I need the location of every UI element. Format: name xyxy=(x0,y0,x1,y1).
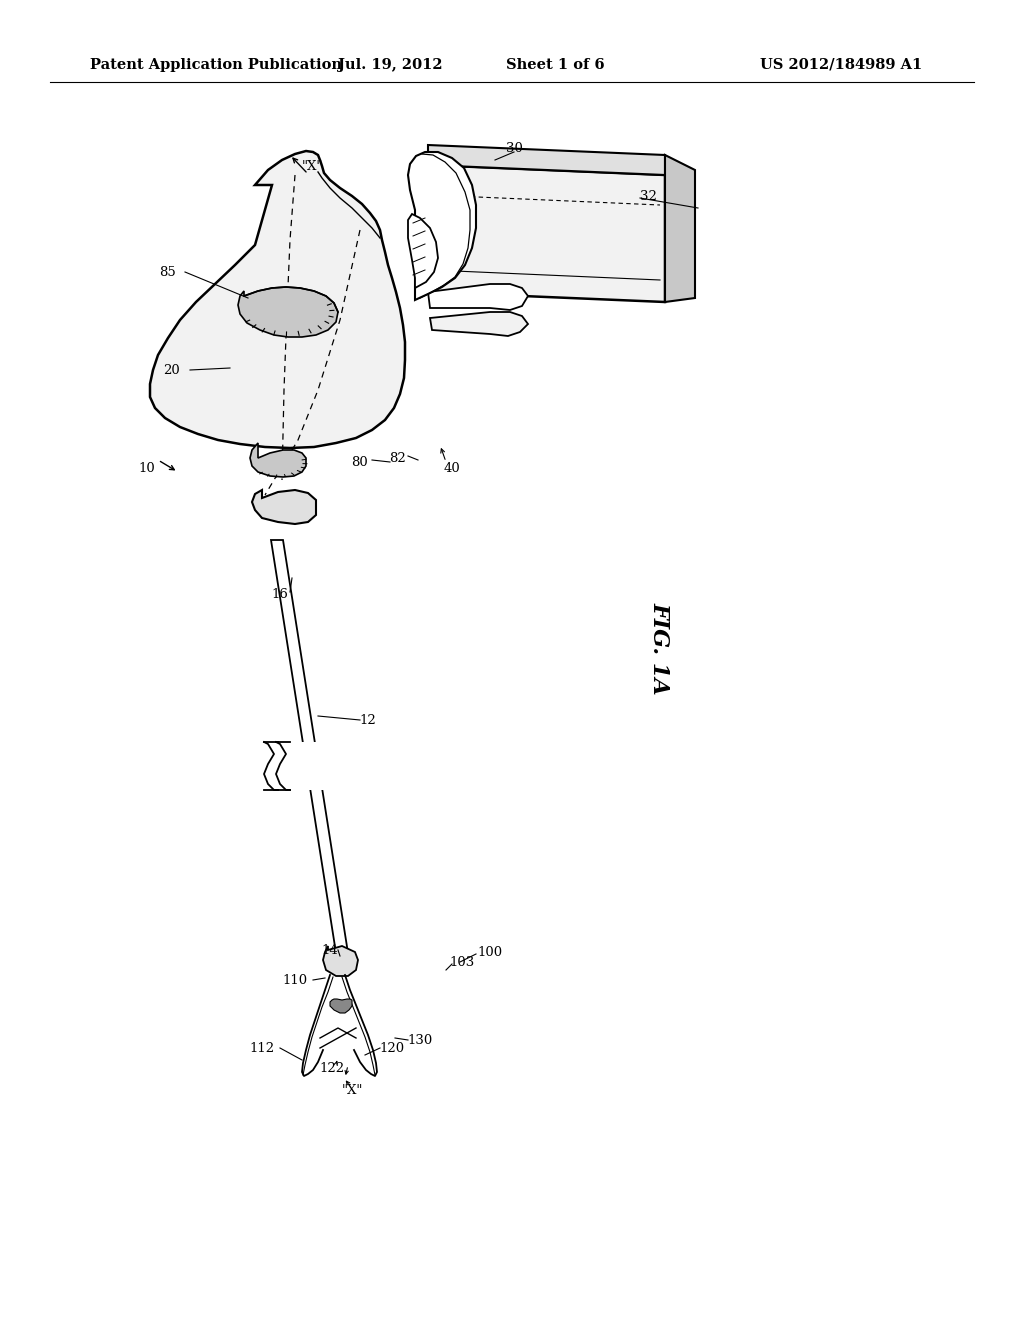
Text: 82: 82 xyxy=(389,451,407,465)
Polygon shape xyxy=(150,150,406,447)
Text: Patent Application Publication: Patent Application Publication xyxy=(90,58,342,73)
Polygon shape xyxy=(408,214,438,288)
Polygon shape xyxy=(665,154,695,302)
Polygon shape xyxy=(428,165,665,302)
Polygon shape xyxy=(271,540,348,953)
Text: 120: 120 xyxy=(380,1041,404,1055)
Text: 103: 103 xyxy=(450,956,475,969)
Polygon shape xyxy=(323,946,358,975)
Text: 130: 130 xyxy=(408,1034,432,1047)
Polygon shape xyxy=(428,284,528,310)
Polygon shape xyxy=(428,145,665,176)
Text: "X": "X" xyxy=(341,1084,362,1097)
Text: 16: 16 xyxy=(271,587,289,601)
Text: 112: 112 xyxy=(250,1041,274,1055)
Polygon shape xyxy=(238,286,338,337)
Text: 32: 32 xyxy=(640,190,656,202)
Text: 30: 30 xyxy=(506,141,522,154)
Polygon shape xyxy=(430,312,528,337)
Text: 20: 20 xyxy=(164,363,180,376)
Text: 80: 80 xyxy=(351,455,369,469)
Bar xyxy=(255,742,365,789)
Text: Sheet 1 of 6: Sheet 1 of 6 xyxy=(506,58,604,73)
Text: 100: 100 xyxy=(477,945,503,958)
Text: 85: 85 xyxy=(160,265,176,279)
Polygon shape xyxy=(252,490,316,524)
Text: 14: 14 xyxy=(322,944,338,957)
Text: US 2012/184989 A1: US 2012/184989 A1 xyxy=(760,58,923,73)
Polygon shape xyxy=(250,444,306,477)
Polygon shape xyxy=(330,999,352,1012)
Text: 122: 122 xyxy=(319,1061,344,1074)
Text: 40: 40 xyxy=(443,462,461,474)
Text: 110: 110 xyxy=(283,974,307,986)
Text: 10: 10 xyxy=(138,462,156,474)
Text: FIG. 1A: FIG. 1A xyxy=(649,602,671,694)
Text: "X": "X" xyxy=(301,161,323,173)
Text: 12: 12 xyxy=(359,714,377,726)
Polygon shape xyxy=(408,152,476,300)
Text: Jul. 19, 2012: Jul. 19, 2012 xyxy=(338,58,442,73)
